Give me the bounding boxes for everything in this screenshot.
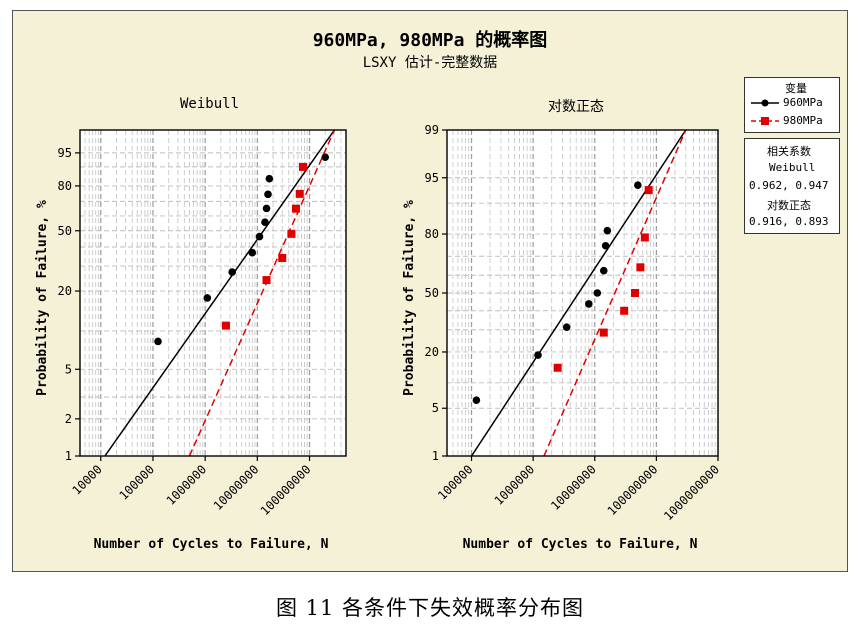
- data-point-980MPa: [291, 204, 300, 213]
- legend-item-960: 960MPa: [783, 96, 823, 109]
- x-axis-label: Number of Cycles to Failure, N: [94, 537, 329, 552]
- correlation-lognormal-label: 对数正态: [767, 199, 811, 212]
- data-point-980MPa: [262, 276, 271, 285]
- x-tick-label: 1000000000: [661, 462, 722, 523]
- x-tick-label: 1000000: [492, 462, 538, 508]
- data-point-980MPa: [636, 263, 645, 272]
- data-point-980MPa: [640, 233, 649, 242]
- data-point-960MPa: [264, 190, 272, 199]
- plot-border-weibull: [79, 129, 347, 457]
- y-tick-label: 99: [425, 123, 439, 137]
- y-axis-label: Probability of Failure, %: [35, 200, 50, 396]
- correlation-box: 相关系数 Weibull 0.962, 0.947 对数正态 0.916, 0.…: [744, 138, 840, 234]
- panel-title-lognormal: 对数正态: [548, 99, 604, 115]
- plot-area-weibull: [80, 130, 346, 456]
- x-tick-label: 10000000: [211, 462, 262, 513]
- legend: 变量 960MPa 980MPa: [744, 77, 840, 133]
- data-point-960MPa: [472, 396, 481, 405]
- legend-markers: [751, 99, 779, 125]
- correlation-title: 相关系数: [767, 145, 811, 158]
- y-tick-label: 1: [65, 449, 72, 463]
- data-point-960MPa: [562, 323, 571, 331]
- plot-weibull: 1 2 5 20 50 80 95 10000 100000 1000000 10000000100…: [35, 129, 347, 552]
- legend-marker-980: [761, 117, 769, 125]
- data-point-960MPa: [262, 204, 271, 213]
- x-tick-label: 10000000: [548, 462, 599, 513]
- data-point-960MPa: [228, 268, 237, 276]
- y-tick-label: 2: [65, 412, 72, 426]
- data-point-960MPa: [265, 174, 274, 183]
- data-point-980MPa: [631, 289, 640, 297]
- data-point-960MPa: [203, 294, 212, 302]
- chart-title: 960MPa, 980MPa 的概率图: [312, 30, 548, 51]
- y-tick-label: 20: [425, 345, 439, 359]
- data-point-980MPa: [299, 162, 308, 171]
- data-point-980MPa: [620, 306, 629, 315]
- correlation-weibull-label: Weibull: [769, 161, 816, 174]
- data-point-960MPa: [255, 232, 264, 241]
- data-point-980MPa: [599, 328, 608, 337]
- data-point-980MPa: [553, 363, 562, 372]
- data-point-980MPa: [644, 186, 653, 195]
- fit-line-980MPa: [188, 130, 336, 456]
- data-point-960MPa: [599, 266, 608, 275]
- x-tick-label: 100000: [117, 462, 158, 503]
- chart-subtitle: LSXY 估计-完整数据: [362, 55, 498, 71]
- y-tick-label: 20: [58, 284, 72, 298]
- y-tick-label: 5: [65, 362, 72, 376]
- x-tick-label: 1000000: [164, 462, 210, 508]
- fit-line-980MPa: [543, 130, 687, 456]
- fit-line-960MPa: [104, 130, 336, 456]
- panel-title-weibull: Weibull: [180, 96, 240, 112]
- x-tick-label: 100000: [435, 462, 476, 503]
- data-point-960MPa: [248, 248, 257, 257]
- data-point-960MPa: [601, 241, 610, 250]
- y-tick-label: 80: [58, 179, 72, 193]
- x-axis-label: Number of Cycles to Failure, N: [463, 537, 698, 552]
- data-point-960MPa: [534, 351, 542, 359]
- correlation-weibull-values: 0.962, 0.947: [749, 179, 829, 192]
- data-point-960MPa: [603, 226, 612, 235]
- data-point-960MPa: [634, 181, 642, 190]
- y-axis-label: Probability of Failure, %: [402, 200, 417, 396]
- data-point-980MPa: [295, 189, 304, 198]
- x-tick-label: 100000000: [258, 462, 314, 518]
- data-point-980MPa: [278, 253, 287, 262]
- figure-caption: 图 11 各条件下失效概率分布图: [275, 596, 585, 620]
- y-tick-label: 1: [432, 449, 439, 463]
- fit-line-960MPa: [470, 130, 687, 456]
- legend-marker-960: [761, 99, 769, 107]
- legend-item-980: 980MPa: [783, 114, 823, 127]
- data-point-980MPa: [221, 321, 230, 330]
- x-tick-label: 10000: [69, 462, 104, 497]
- data-point-960MPa: [593, 289, 602, 297]
- y-tick-label: 50: [58, 224, 72, 238]
- data-point-960MPa: [584, 300, 593, 308]
- y-tick-label: 95: [58, 146, 72, 160]
- legend-title: 变量: [785, 82, 807, 95]
- y-tick-label: 50: [425, 286, 439, 300]
- y-tick-label: 95: [425, 171, 439, 185]
- data-point-960MPa: [154, 337, 162, 346]
- data-point-960MPa: [321, 153, 330, 161]
- correlation-lognormal-values: 0.916, 0.893: [749, 215, 829, 228]
- data-point-960MPa: [261, 218, 269, 226]
- y-tick-label: 80: [425, 227, 439, 241]
- x-tick-label: 100000000: [605, 462, 661, 518]
- y-tick-label: 5: [432, 401, 439, 415]
- data-point-980MPa: [287, 229, 296, 238]
